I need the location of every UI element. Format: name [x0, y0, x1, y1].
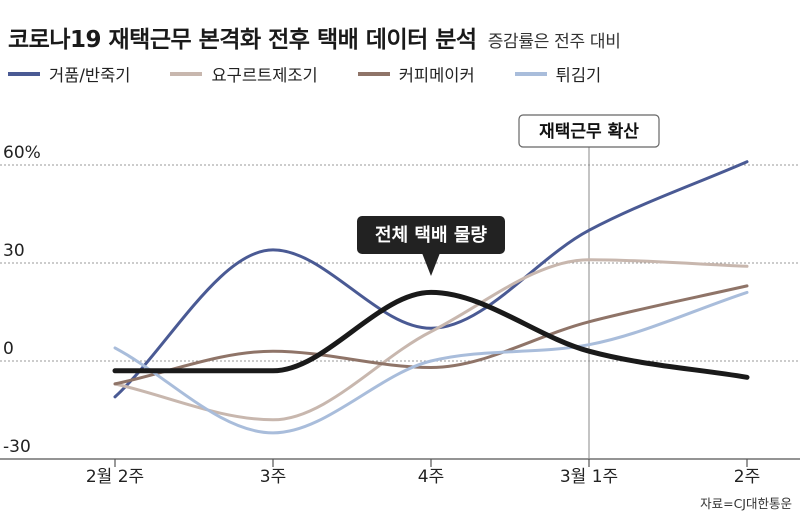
- total-callout-box: [357, 216, 505, 254]
- x-tick-label: 2주: [734, 467, 760, 487]
- series-line-total: [112, 289, 750, 380]
- legend-swatch-yogurt: [170, 72, 203, 76]
- axis-label-layer: 60% 30 0 -30 2월 2주 3주 4주 3월 1주 2주: [3, 143, 760, 487]
- legend-swatch-diaper: [8, 72, 40, 76]
- grid-layer: [0, 145, 800, 467]
- legend-item-coffee: 커피메이커: [357, 62, 475, 86]
- legend-label-diaper: 거품/반죽기: [49, 66, 131, 85]
- series-line-diaper: [113, 160, 749, 399]
- legend-label-fryer: 튀김기: [555, 66, 602, 85]
- y-tick-label: 30: [3, 241, 25, 261]
- chart-title: 코로나19 재택근무 본격화 전후 택배 데이터 분석: [8, 27, 477, 53]
- x-tick-label: 2월 2주: [86, 467, 144, 487]
- chart-legend: 거품/반죽기 요구르트제조기 커피메이커 튀김기: [8, 62, 641, 86]
- chart-title-row: 코로나19 재택근무 본격화 전후 택배 데이터 분석 증감률은 전주 대비: [8, 20, 621, 54]
- total-callout: 전체 택배 물량: [357, 216, 505, 276]
- series-line-fryer: [113, 290, 749, 435]
- event-label-text: 재택근무 확산: [539, 122, 639, 142]
- x-tick-label: 3월 1주: [560, 467, 618, 487]
- series-line-yogurt: [113, 258, 749, 422]
- legend-swatch-fryer: [514, 72, 547, 76]
- x-tick-label: 3주: [260, 467, 286, 487]
- series-layer: [112, 160, 750, 435]
- total-callout-pointer: [422, 253, 440, 276]
- chart-subtitle: 증감률은 전주 대비: [487, 32, 621, 52]
- event-label-box: [518, 114, 660, 148]
- x-tick-label: 4주: [418, 467, 444, 487]
- event-label: 재택근무 확산: [518, 114, 660, 148]
- legend-item-diaper: 거품/반죽기: [8, 62, 130, 86]
- y-tick-label: 60%: [3, 143, 41, 163]
- legend-swatch-coffee: [357, 72, 390, 76]
- total-callout-text: 전체 택배 물량: [375, 225, 487, 246]
- source-note: 자료=CJ대한통운: [700, 496, 792, 511]
- legend-label-yogurt: 요구르트제조기: [211, 66, 318, 85]
- y-tick-label: 0: [3, 339, 14, 359]
- legend-label-coffee: 커피메이커: [398, 66, 475, 85]
- y-tick-label: -30: [3, 437, 31, 457]
- legend-item-fryer: 튀김기: [514, 62, 602, 86]
- series-line-coffee: [113, 284, 749, 386]
- legend-item-yogurt: 요구르트제조기: [170, 62, 318, 86]
